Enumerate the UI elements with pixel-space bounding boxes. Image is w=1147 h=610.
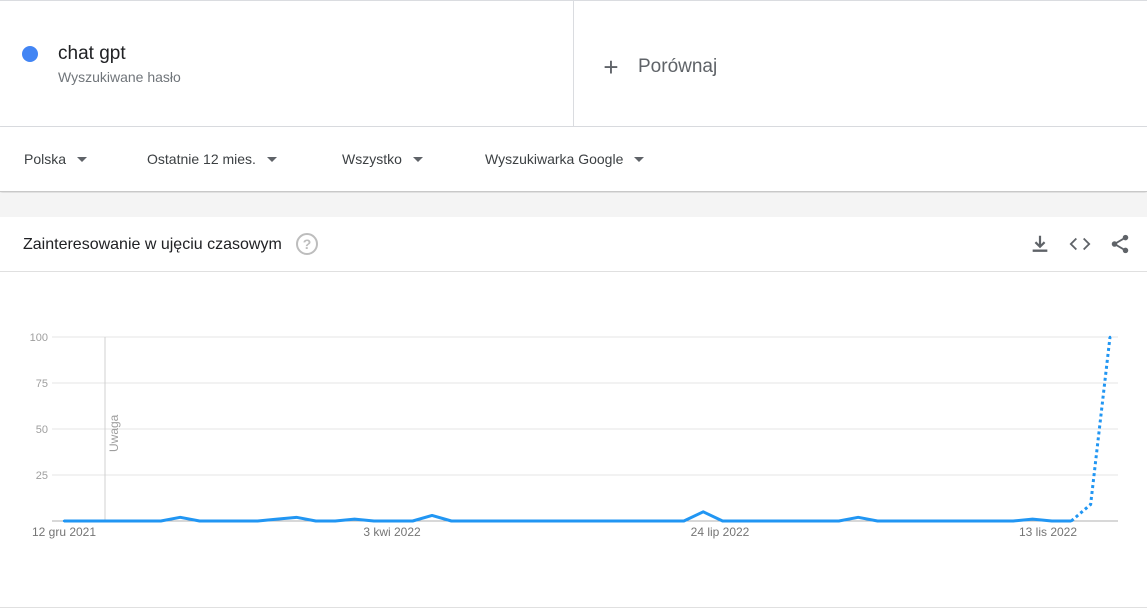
data-point[interactable] bbox=[992, 519, 995, 523]
filter-region[interactable]: Polska bbox=[24, 151, 88, 167]
compare-button[interactable]: + Porównaj bbox=[600, 53, 717, 81]
data-point[interactable] bbox=[973, 519, 976, 523]
data-point[interactable] bbox=[256, 519, 259, 523]
x-tick-label: 3 kwi 2022 bbox=[363, 525, 421, 539]
data-point[interactable] bbox=[624, 519, 627, 523]
filter-category[interactable]: Wszystko bbox=[342, 151, 423, 167]
y-tick-100: 100 bbox=[30, 332, 48, 344]
data-point[interactable] bbox=[740, 519, 744, 523]
x-tick-label: 12 gru 2021 bbox=[32, 525, 96, 539]
data-point[interactable] bbox=[82, 519, 85, 523]
data-point[interactable] bbox=[62, 519, 66, 523]
search-term-card[interactable]: chat gpt Wyszukiwane hasło bbox=[0, 1, 574, 127]
data-point[interactable] bbox=[469, 519, 472, 523]
data-point[interactable] bbox=[372, 519, 376, 523]
question-icon[interactable]: ? bbox=[296, 233, 318, 255]
data-point[interactable] bbox=[585, 519, 589, 523]
y-tick-25: 25 bbox=[36, 470, 48, 482]
caret-down-icon bbox=[266, 156, 277, 162]
data-point[interactable] bbox=[953, 519, 957, 523]
data-point[interactable] bbox=[566, 519, 569, 523]
data-point[interactable] bbox=[1011, 519, 1015, 523]
data-point[interactable] bbox=[934, 519, 937, 523]
data-point[interactable] bbox=[895, 519, 899, 523]
series-line[interactable] bbox=[64, 510, 1072, 523]
card-bottom-border bbox=[0, 607, 1147, 608]
data-point[interactable] bbox=[295, 516, 298, 519]
data-point[interactable] bbox=[721, 519, 724, 523]
data-point[interactable] bbox=[915, 519, 918, 523]
card-header: Zainteresowanie w ujęciu czasowym ? bbox=[0, 217, 1147, 272]
data-point[interactable] bbox=[120, 519, 124, 523]
data-point[interactable] bbox=[333, 519, 337, 523]
data-point[interactable] bbox=[159, 519, 163, 523]
y-tick-75: 75 bbox=[36, 378, 48, 390]
filter-category-label: Wszystko bbox=[342, 151, 402, 167]
chart-grid bbox=[52, 336, 1118, 522]
data-point[interactable] bbox=[547, 519, 550, 523]
search-term-name[interactable]: chat gpt bbox=[58, 43, 126, 64]
data-point[interactable] bbox=[353, 517, 356, 521]
y-tick-50: 50 bbox=[36, 424, 48, 436]
data-point[interactable] bbox=[392, 519, 395, 523]
data-point[interactable] bbox=[605, 519, 608, 523]
data-point[interactable] bbox=[856, 516, 860, 519]
interest-over-time-card: Zainteresowanie w ujęciu czasowym ? 100 … bbox=[0, 217, 1147, 610]
data-point[interactable] bbox=[140, 519, 143, 523]
caret-down-icon bbox=[77, 156, 88, 162]
caret-down-icon bbox=[412, 156, 423, 162]
data-point[interactable] bbox=[876, 519, 879, 523]
data-point[interactable] bbox=[101, 519, 104, 523]
data-point[interactable] bbox=[314, 519, 318, 523]
data-point[interactable] bbox=[643, 519, 647, 523]
annotation-label[interactable]: Uwaga bbox=[107, 414, 121, 452]
plus-icon: + bbox=[603, 52, 619, 82]
data-point[interactable] bbox=[508, 519, 511, 523]
caret-down-icon bbox=[634, 156, 645, 162]
data-point[interactable] bbox=[430, 514, 434, 517]
data-point[interactable] bbox=[760, 519, 763, 523]
data-point[interactable] bbox=[837, 519, 841, 523]
x-tick-label: 24 lip 2022 bbox=[691, 525, 750, 539]
interest-line-chart: 100 75 50 25 Uwaga 12 gru 2021 3 kwi 202… bbox=[30, 332, 1118, 539]
data-point[interactable] bbox=[411, 519, 414, 523]
data-point[interactable] bbox=[702, 510, 705, 513]
filter-search-type-label: Wyszukiwarka Google bbox=[485, 151, 624, 167]
card-title: Zainteresowanie w ujęciu czasowym bbox=[23, 236, 282, 253]
data-point[interactable] bbox=[1089, 503, 1092, 506]
embed-code-icon[interactable] bbox=[1069, 233, 1091, 255]
data-point[interactable] bbox=[275, 517, 279, 521]
data-point[interactable] bbox=[179, 516, 182, 519]
data-point[interactable] bbox=[1070, 519, 1073, 523]
data-point[interactable] bbox=[682, 519, 686, 523]
series-color-dot bbox=[22, 46, 38, 62]
section-separator bbox=[0, 193, 1147, 217]
data-point[interactable] bbox=[488, 519, 492, 523]
data-point[interactable] bbox=[818, 519, 821, 523]
data-point[interactable] bbox=[1050, 519, 1054, 523]
data-point[interactable] bbox=[217, 519, 221, 523]
data-point[interactable] bbox=[527, 519, 531, 523]
search-term-subtitle: Wyszukiwane hasło bbox=[58, 69, 181, 85]
data-point[interactable] bbox=[450, 519, 453, 523]
compare-label: Porównaj bbox=[638, 56, 718, 77]
filters-bar: Polska Ostatnie 12 mies. Wszystko Wyszuk… bbox=[0, 127, 1147, 192]
filter-time-range-label: Ostatnie 12 mies. bbox=[147, 151, 256, 167]
filter-time-range[interactable]: Ostatnie 12 mies. bbox=[147, 151, 277, 167]
x-tick-label: 13 lis 2022 bbox=[1019, 525, 1077, 539]
filter-search-type[interactable]: Wyszukiwarka Google bbox=[485, 151, 645, 167]
data-point[interactable] bbox=[779, 519, 782, 523]
data-point[interactable] bbox=[798, 519, 802, 523]
data-point[interactable] bbox=[663, 519, 666, 523]
data-point[interactable] bbox=[198, 519, 201, 523]
data-point[interactable] bbox=[1031, 517, 1034, 521]
data-point[interactable] bbox=[1108, 335, 1112, 339]
filter-region-label: Polska bbox=[24, 151, 67, 167]
search-term-bar: chat gpt Wyszukiwane hasło + Porównaj bbox=[0, 0, 1147, 127]
download-icon[interactable] bbox=[1029, 233, 1051, 255]
share-icon[interactable] bbox=[1109, 233, 1131, 255]
data-point[interactable] bbox=[237, 519, 240, 523]
